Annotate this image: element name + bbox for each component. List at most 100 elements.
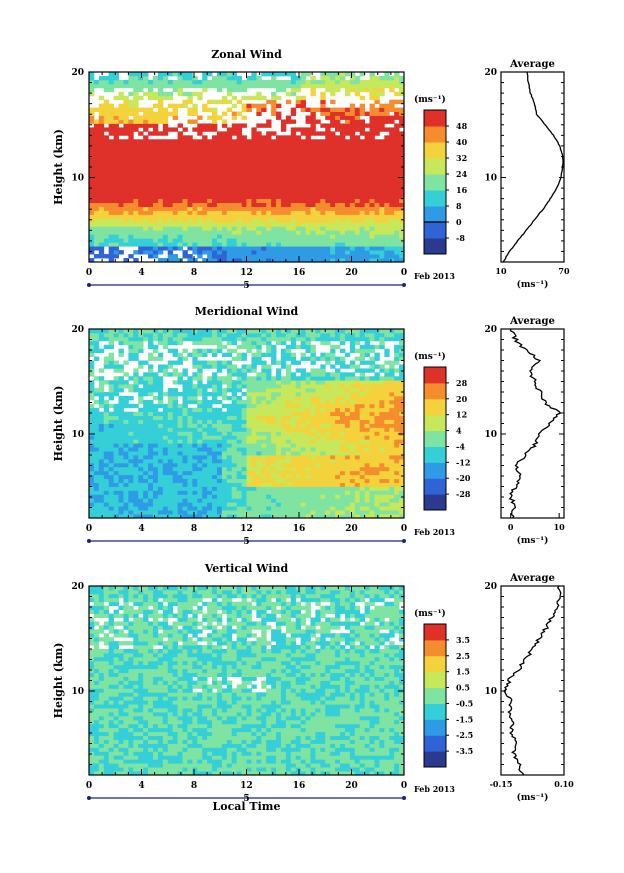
heatmap-cell (152, 336, 159, 342)
heatmap-cell (320, 159, 326, 164)
heatmap-cell (236, 462, 242, 468)
heatmap-cell (216, 486, 223, 491)
heatmap-cell (138, 75, 144, 81)
heatmap-cell (143, 411, 149, 417)
heatmap-cell (256, 427, 262, 432)
heatmap-cell (182, 423, 188, 428)
heatmap-cell (103, 202, 110, 207)
heatmap-cell (197, 427, 203, 432)
heatmap-cell (266, 72, 272, 77)
heatmap-cell (271, 83, 277, 89)
heatmap-cell (300, 202, 306, 207)
heatmap-cell (276, 111, 282, 116)
heatmap-cell (108, 131, 115, 136)
heatmap-cell (344, 87, 351, 93)
heatmap-cell (280, 510, 287, 515)
heatmap-cell (128, 388, 134, 393)
heatmap-cell (138, 451, 144, 456)
heatmap-cell (123, 182, 129, 188)
heatmap-cell (98, 210, 105, 215)
heatmap-cell (212, 329, 218, 334)
heatmap-cell (246, 466, 252, 472)
heatmap-cell (389, 210, 395, 215)
heatmap-cell (133, 91, 139, 97)
heatmap-cell (197, 380, 203, 385)
heatmap-cell (123, 79, 129, 85)
heatmap-cell (384, 170, 390, 176)
heatmap-cell (93, 447, 100, 452)
heatmap-cell (98, 182, 105, 188)
heatmap-cell (261, 462, 267, 468)
heatmap-cell (280, 119, 287, 124)
heatmap-cell (133, 336, 139, 342)
heatmap-cell (197, 332, 203, 338)
heatmap-cell (167, 139, 174, 144)
heatmap-cell (143, 403, 149, 409)
heatmap-cell (167, 202, 174, 207)
heatmap-cell (256, 376, 262, 381)
heatmap-cell (192, 470, 198, 476)
heatmap-cell (271, 431, 277, 436)
heatmap-cell (98, 388, 105, 393)
heatmap-cell (266, 151, 272, 156)
heatmap-cell (305, 202, 311, 207)
heatmap-cell (359, 151, 366, 156)
heatmap-cell (246, 95, 252, 101)
heatmap-cell (162, 478, 169, 483)
heatmap-cell (305, 470, 311, 476)
heatmap-cell (276, 368, 282, 373)
heatmap-cell (369, 182, 375, 188)
heatmap-cell (202, 214, 208, 219)
heatmap-cell (295, 139, 302, 144)
heatmap-cell (310, 443, 316, 448)
heatmap-cell (221, 455, 228, 460)
heatmap-cell (349, 238, 356, 243)
heatmap-cell (113, 202, 119, 207)
heatmap-cell (330, 246, 336, 251)
heatmap-cell (379, 222, 385, 227)
heatmap-cell (148, 91, 154, 97)
heatmap-cell (212, 399, 218, 405)
heatmap-cell (182, 167, 188, 172)
heatmap-cell (108, 103, 115, 109)
heatmap-cell (305, 206, 311, 211)
heatmap-cell (123, 462, 129, 468)
heatmap-cell (305, 388, 311, 393)
heatmap-cell (172, 462, 178, 468)
heatmap-cell (335, 190, 341, 196)
heatmap-cell (133, 482, 139, 487)
heatmap-cell (310, 344, 316, 350)
heatmap-cell (364, 83, 370, 89)
heatmap-cell (93, 427, 100, 432)
heatmap-cell (320, 419, 326, 424)
heatmap-cell (266, 482, 272, 487)
heatmap-cell (226, 174, 233, 180)
heatmap-cell (93, 170, 100, 176)
heatmap-cell (276, 510, 282, 515)
heatmap-cell (148, 490, 154, 495)
heatmap-cell (330, 107, 336, 112)
heatmap-cell (266, 447, 272, 452)
heatmap-cell (98, 431, 105, 436)
heatmap-cell (123, 332, 129, 338)
heatmap-cell (290, 329, 297, 334)
heatmap-cell (123, 435, 129, 440)
heatmap-cell (172, 474, 178, 480)
heatmap-cell (330, 376, 336, 381)
heatmap-cell (266, 407, 272, 413)
heatmap-cell (295, 506, 302, 511)
heatmap-cell (212, 415, 218, 420)
heatmap-cell (359, 242, 366, 247)
heatmap-cell (256, 186, 262, 192)
heatmap-cell (359, 131, 366, 136)
heatmap-cell (276, 250, 282, 255)
heatmap-cell (162, 186, 169, 192)
heatmap-cell (192, 506, 198, 511)
heatmap-cell (300, 214, 306, 219)
heatmap-cell (290, 372, 297, 377)
heatmap-cell (123, 206, 129, 211)
heatmap-cell (305, 462, 311, 468)
heatmap-cell (197, 372, 203, 377)
heatmap-cell (315, 226, 321, 231)
heatmap-cell (152, 498, 159, 503)
